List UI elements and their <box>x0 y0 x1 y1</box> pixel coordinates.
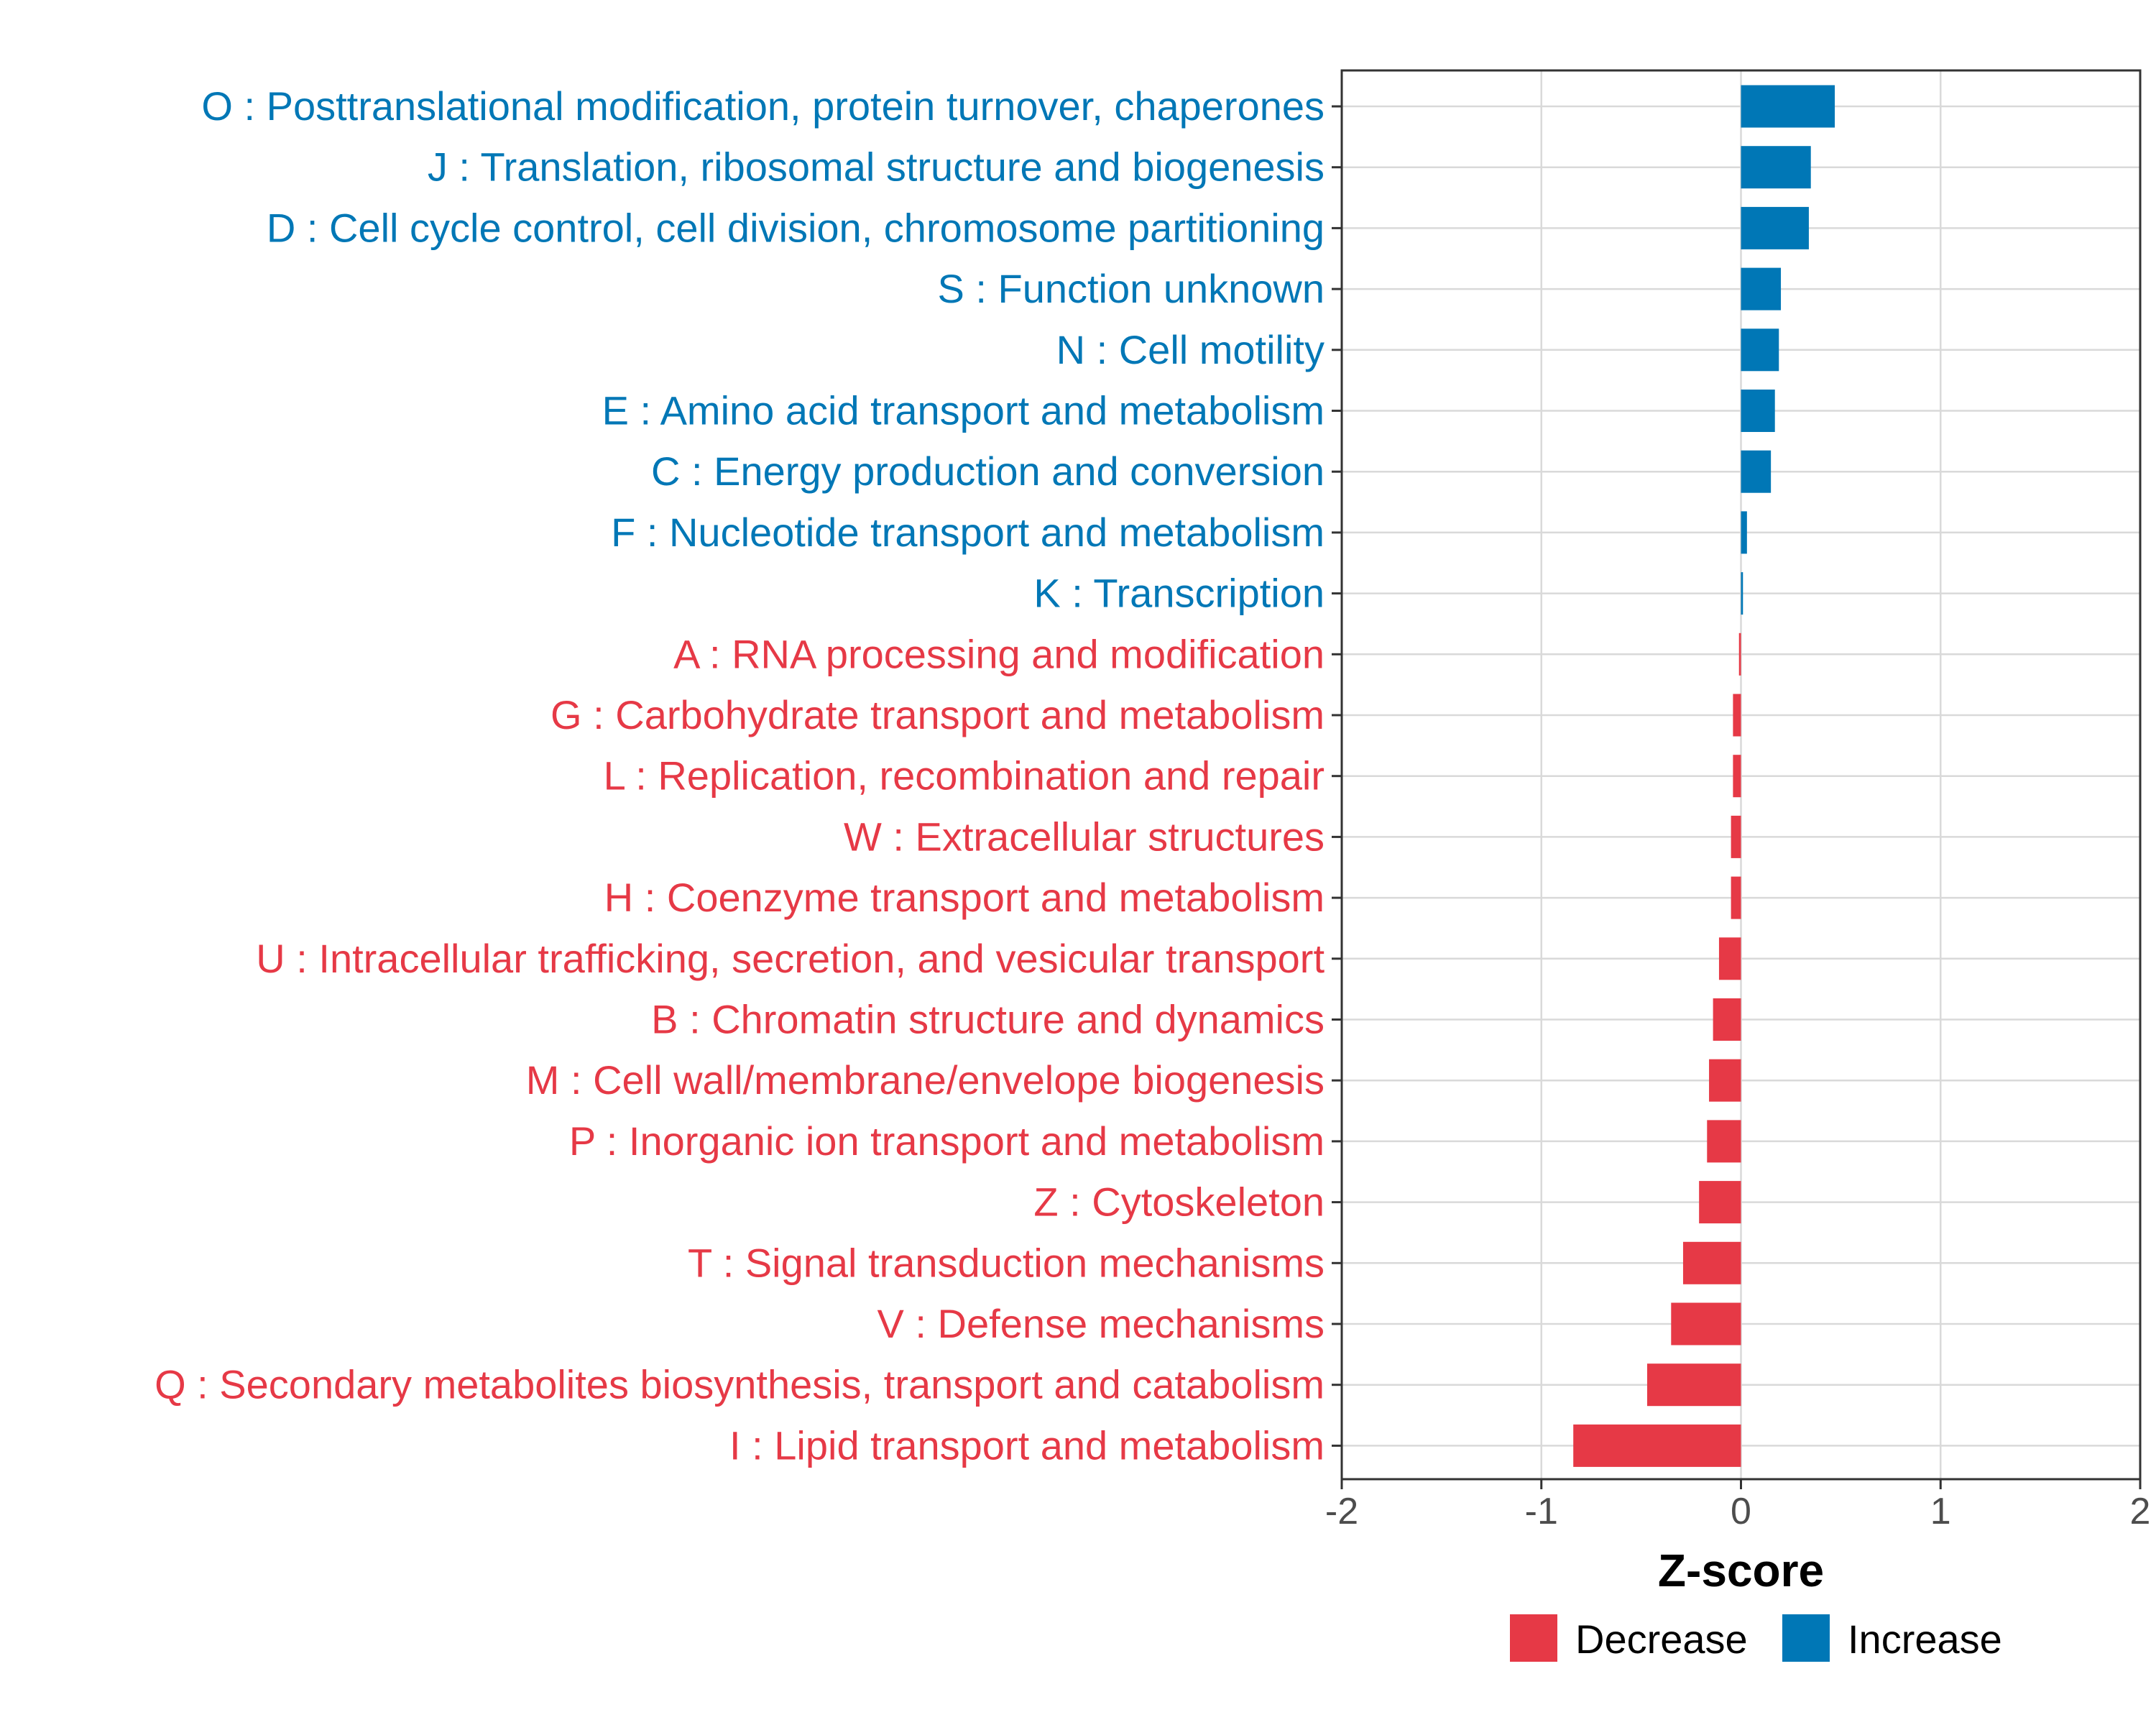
bar-2 <box>1741 206 1809 249</box>
bar-11 <box>1733 755 1741 798</box>
bar-3 <box>1741 267 1782 310</box>
y-tick-label-22: I : Lipid transport and metabolism <box>729 1422 1325 1468</box>
bar-8 <box>1741 572 1743 615</box>
y-tick-label-5: E : Amino acid transport and metabolism <box>602 388 1325 433</box>
y-tick-label-15: B : Chromatin structure and dynamics <box>651 997 1325 1042</box>
y-tick-label-13: H : Coenzyme transport and metabolism <box>604 875 1325 920</box>
y-tick-label-11: L : Replication, recombination and repai… <box>604 753 1325 799</box>
y-tick-label-14: U : Intracellular trafficking, secretion… <box>256 936 1325 981</box>
x-tick-label-2: 0 <box>1731 1491 1751 1532</box>
x-tick-label-0: -2 <box>1325 1491 1358 1532</box>
x-axis: -2 -1 0 1 2 <box>1325 1479 2151 1532</box>
x-tick-label-4: 2 <box>2130 1491 2151 1532</box>
bar-17 <box>1707 1120 1741 1163</box>
bar-13 <box>1731 876 1741 919</box>
x-axis-title: Z-score <box>1658 1545 1824 1596</box>
y-tick-label-20: V : Defense mechanisms <box>877 1301 1325 1346</box>
bar-9 <box>1738 632 1741 676</box>
y-tick-label-0: O : Posttranslational modification, prot… <box>201 83 1325 129</box>
bar-5 <box>1741 390 1775 432</box>
bars <box>1573 85 1835 1467</box>
y-tick-label-18: Z : Cytoskeleton <box>1033 1179 1325 1225</box>
y-tick-label-17: P : Inorganic ion transport and metaboli… <box>569 1118 1325 1164</box>
legend: Decrease Increase <box>1510 1614 2002 1662</box>
bar-10 <box>1733 694 1741 737</box>
y-tick-label-7: F : Nucleotide transport and metabolism <box>611 510 1325 555</box>
bar-4 <box>1741 328 1779 372</box>
x-tick-label-3: 1 <box>1930 1491 1951 1532</box>
y-tick-label-6: C : Energy production and conversion <box>651 448 1325 494</box>
y-tick-label-8: K : Transcription <box>1033 571 1325 616</box>
y-tick-label-1: J : Translation, ribosomal structure and… <box>428 144 1325 190</box>
bar-16 <box>1709 1059 1741 1102</box>
legend-key-increase <box>1782 1614 1830 1662</box>
y-tick-label-19: T : Signal transduction mechanisms <box>688 1240 1325 1285</box>
bar-14 <box>1718 937 1741 980</box>
y-tick-label-2: D : Cell cycle control, cell division, c… <box>267 205 1325 250</box>
bar-0 <box>1741 85 1835 128</box>
y-tick-label-9: A : RNA processing and modification <box>673 631 1325 676</box>
bar-1 <box>1741 146 1811 189</box>
y-tick-label-10: G : Carbohydrate transport and metabolis… <box>550 692 1325 737</box>
bar-22 <box>1573 1424 1741 1467</box>
y-tick-label-4: N : Cell motility <box>1056 327 1325 372</box>
bar-7 <box>1741 511 1747 554</box>
legend-key-decrease <box>1510 1614 1557 1662</box>
y-tick-label-16: M : Cell wall/membrane/envelope biogenes… <box>526 1057 1325 1103</box>
y-tick-label-21: Q : Secondary metabolites biosynthesis, … <box>155 1362 1325 1407</box>
bar-19 <box>1682 1241 1741 1284</box>
bar-12 <box>1731 815 1741 858</box>
bar-21 <box>1646 1363 1741 1407</box>
x-tick-label-1: -1 <box>1525 1491 1558 1532</box>
legend-label-decrease: Decrease <box>1575 1616 1748 1662</box>
bar-20 <box>1671 1302 1741 1346</box>
bar-6 <box>1741 450 1772 493</box>
bar-15 <box>1713 998 1741 1041</box>
y-tick-label-3: S : Function unknown <box>937 266 1325 311</box>
y-tick-label-12: W : Extracellular structures <box>844 814 1325 859</box>
bar-18 <box>1699 1181 1741 1224</box>
legend-label-increase: Increase <box>1848 1616 2002 1662</box>
y-axis: O : Posttranslational modification, prot… <box>155 83 1342 1468</box>
